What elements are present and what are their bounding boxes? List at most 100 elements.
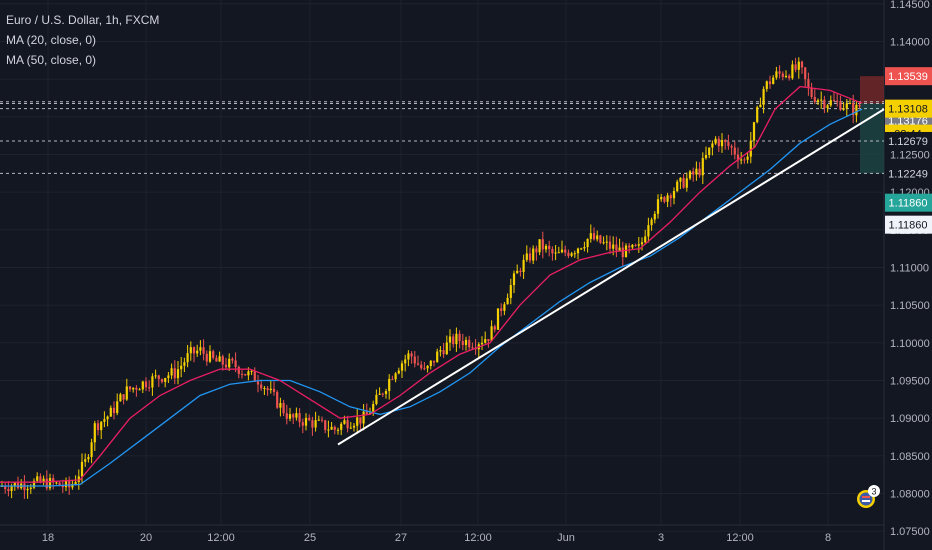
badge-count: 3 — [871, 487, 876, 497]
time-axis-label: Jun — [557, 532, 575, 544]
candle-body — [119, 394, 122, 402]
candle-body — [538, 239, 541, 253]
candle-body — [103, 419, 106, 422]
candle-body — [858, 104, 861, 107]
candle-body — [96, 423, 100, 431]
candle-body — [519, 270, 522, 273]
candle-body — [215, 357, 218, 362]
candle-body — [80, 461, 84, 477]
candle-body — [541, 239, 544, 250]
candle-body — [192, 347, 196, 354]
price-axis-label: 1.12500 — [890, 149, 930, 161]
stop-loss-zone[interactable] — [860, 76, 884, 104]
candle-body — [71, 484, 74, 488]
candle-body — [522, 259, 525, 273]
candle-body — [621, 247, 624, 258]
candle-body — [173, 368, 176, 379]
price-axis-label: 1.09500 — [890, 375, 930, 387]
candle-body — [288, 414, 292, 419]
candle-body — [525, 253, 528, 260]
candle-body — [244, 374, 247, 376]
candle-body — [496, 308, 500, 330]
candle-body — [615, 244, 618, 251]
ma50-line[interactable] — [0, 108, 863, 487]
candle-body — [711, 143, 714, 148]
candle-body — [218, 356, 221, 362]
candle-body — [384, 391, 388, 395]
candle-body — [32, 480, 36, 488]
candle-body — [452, 336, 455, 345]
candle-body — [276, 392, 279, 408]
candle-body — [506, 297, 509, 305]
candle-body — [221, 356, 224, 365]
candle-body — [759, 104, 762, 108]
price-tag — [885, 215, 932, 234]
candle-body — [717, 138, 720, 147]
candle-body — [336, 429, 340, 431]
candle-body — [720, 140, 724, 147]
take-profit-zone[interactable] — [860, 103, 884, 174]
candle-body — [282, 403, 285, 414]
candle-body — [292, 414, 295, 418]
candle-body — [68, 480, 71, 488]
ma20-legend[interactable]: MA (20, close, 0) — [6, 33, 97, 47]
candle-body — [656, 199, 660, 214]
candle-body — [199, 347, 202, 351]
candle-body — [84, 459, 87, 462]
candle-body — [180, 365, 183, 370]
candle-body — [612, 244, 615, 249]
candle-body — [480, 342, 484, 345]
candle-body — [605, 241, 608, 243]
candle-body — [240, 373, 244, 375]
candle-body — [298, 413, 301, 423]
candle-body — [164, 378, 167, 382]
candle-body — [196, 350, 199, 354]
candle-body — [688, 171, 692, 179]
candle-body — [279, 403, 282, 408]
candle-body — [468, 339, 471, 348]
candle-body — [228, 358, 231, 368]
price-axis-label: 1.07500 — [890, 526, 930, 538]
candle-body — [660, 197, 663, 200]
candle-body — [791, 64, 794, 79]
candle-body — [554, 252, 557, 254]
candle-body — [464, 339, 468, 345]
candle-body — [765, 81, 768, 89]
candle-body — [148, 387, 151, 389]
candle-body — [308, 417, 311, 421]
candle-body — [672, 191, 676, 199]
candle-body — [29, 487, 32, 489]
candle-body — [749, 140, 752, 157]
candle-body — [679, 177, 682, 182]
symbol-title[interactable]: Euro / U.S. Dollar, 1h, FXCM — [6, 13, 160, 27]
price-tag — [885, 99, 932, 118]
candle-body — [682, 177, 685, 188]
ma20-line[interactable] — [0, 85, 863, 483]
candle-body — [90, 442, 93, 458]
candle-body — [327, 429, 330, 431]
time-axis-label: 3 — [658, 532, 664, 544]
candle-body — [781, 73, 784, 77]
candle-body — [589, 233, 592, 239]
badge-count-bg — [868, 485, 880, 497]
trendline[interactable] — [337, 108, 885, 446]
candle-body — [743, 159, 746, 161]
candle-body — [698, 168, 701, 176]
candle-body — [832, 100, 836, 102]
candle-body — [122, 394, 125, 400]
candle-body — [144, 381, 148, 388]
candle-body — [826, 105, 829, 109]
candle-body — [512, 273, 516, 286]
candle-body — [375, 394, 378, 405]
ma50-legend[interactable]: MA (50, close, 0) — [6, 53, 97, 67]
price-axis-label: 1.09000 — [890, 413, 930, 425]
candle-body — [167, 375, 170, 379]
candle-body — [845, 103, 848, 109]
candle-body — [272, 388, 276, 393]
candle-body — [650, 219, 653, 226]
candle-body — [141, 381, 144, 390]
candle-body — [714, 138, 717, 144]
candle-body — [551, 249, 554, 254]
